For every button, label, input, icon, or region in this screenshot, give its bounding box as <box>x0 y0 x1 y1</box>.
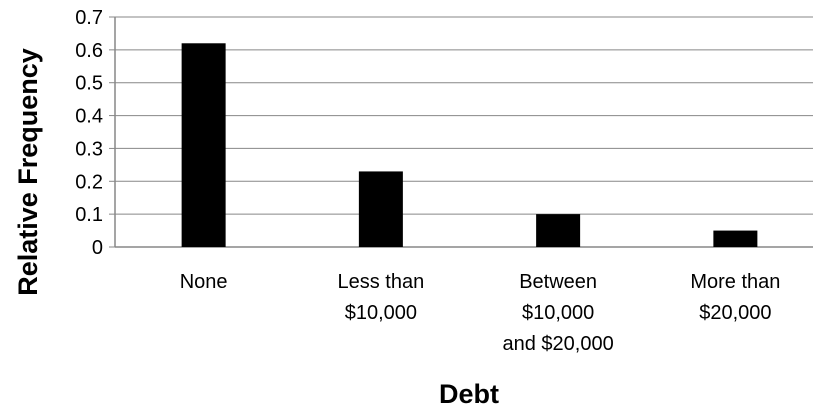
x-axis-title: Debt <box>439 379 499 409</box>
y-tick-label: 0.3 <box>75 138 103 160</box>
y-tick-label: 0.5 <box>75 73 103 95</box>
y-tick-label: 0.2 <box>75 171 103 193</box>
y-tick-label: 0.1 <box>75 204 103 226</box>
y-tick-labels: 0 0.1 0.2 0.3 0.4 0.5 0.6 0.7 <box>75 7 103 259</box>
x-category-label: None <box>180 271 228 293</box>
y-axis-title: Relative Frequency <box>13 48 43 296</box>
x-category-labels: None Less than $10,000 Between $10,000 and $2… <box>180 271 781 355</box>
bar <box>713 230 758 247</box>
bars <box>181 43 758 248</box>
y-tick-label: 0.6 <box>75 40 103 62</box>
gridlines <box>109 16 813 248</box>
bar <box>358 171 403 247</box>
y-tick-label: 0.4 <box>75 106 103 128</box>
bar <box>536 214 581 247</box>
x-category-label: Between $10,000 and $20,000 <box>503 271 614 355</box>
x-category-label: Less than $10,000 <box>338 271 425 324</box>
y-tick-label: 0 <box>92 237 103 259</box>
x-category-label: More than $20,000 <box>690 271 780 324</box>
y-tick-label: 0.7 <box>75 7 103 29</box>
bar <box>181 43 226 248</box>
